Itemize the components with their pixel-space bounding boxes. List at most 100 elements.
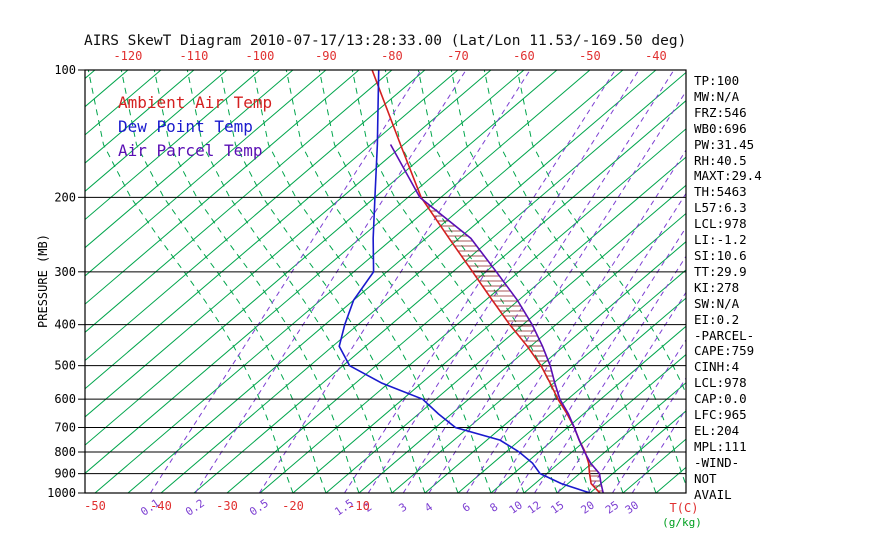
isotherm-line bbox=[160, 70, 657, 493]
pressure-tick-label: 1000 bbox=[47, 486, 76, 500]
isotherm-line bbox=[259, 128, 686, 493]
mixing-ratio-line bbox=[466, 149, 686, 493]
mixing-ratio-line bbox=[402, 70, 675, 493]
stat-line: TP:100 bbox=[694, 73, 740, 88]
stat-line: MPL:111 bbox=[694, 438, 747, 454]
top-temp-label: -60 bbox=[513, 49, 535, 63]
sounding-curves bbox=[338, 70, 604, 493]
moist-adiabat-line bbox=[252, 70, 459, 493]
series-ambient-air-temp bbox=[371, 70, 601, 493]
isotherm-line bbox=[490, 325, 686, 493]
stat-line: -PARCEL- bbox=[694, 327, 755, 343]
moist-adiabat-line bbox=[417, 70, 624, 493]
pressure-tick-label: 600 bbox=[54, 392, 76, 406]
isotherm-line bbox=[85, 70, 393, 333]
top-temp-label: -70 bbox=[447, 49, 469, 63]
top-temp-label: -90 bbox=[315, 49, 337, 63]
mixing-ratio-line bbox=[344, 70, 616, 493]
mixing-ratio-line bbox=[587, 338, 686, 493]
mixing-ratio-line bbox=[631, 408, 686, 493]
moist-adiabat-line bbox=[450, 70, 657, 493]
bottom-temp-label: -50 bbox=[84, 499, 106, 513]
bottom-temp-label: -40 bbox=[150, 499, 172, 513]
mixing-ratio-line bbox=[367, 70, 640, 493]
mixing-ratio-line bbox=[258, 70, 531, 493]
mixing-ratio-label: 30 bbox=[623, 498, 641, 516]
pressure-tick-label: 300 bbox=[54, 265, 76, 279]
bottom-temp-label: -30 bbox=[216, 499, 238, 513]
moist-adiabat-line bbox=[318, 70, 525, 493]
stat-line: WB0:696 bbox=[694, 120, 747, 136]
mixing-ratio-label: 15 bbox=[548, 498, 566, 516]
moist-adiabat-line bbox=[153, 70, 360, 493]
pressure-tick-label: 500 bbox=[54, 359, 76, 373]
stats-panel: TP:100 MW:N/A FRZ:546 WB0:696 PW:31.45 RH:40.… bbox=[694, 73, 762, 502]
isotherm-line bbox=[85, 70, 558, 474]
isotherm-line bbox=[655, 466, 686, 493]
stat-line: LCL:978 bbox=[694, 216, 747, 232]
isotherm-line bbox=[424, 269, 686, 493]
stat-line: LFC:965 bbox=[694, 407, 747, 423]
top-temp-label: -80 bbox=[381, 49, 403, 63]
stat-line: TH:5463 bbox=[694, 184, 747, 200]
legend-item: Dew Point Temp bbox=[118, 117, 253, 136]
isotherm-line bbox=[523, 353, 686, 493]
pressure-tick-label: 200 bbox=[54, 190, 76, 204]
isotherm-line bbox=[85, 70, 195, 164]
top-temp-label: -50 bbox=[579, 49, 601, 63]
stat-line: L57:6.3 bbox=[694, 200, 747, 216]
legend-item: Air Parcel Temp bbox=[118, 141, 263, 160]
isotherm-line bbox=[85, 70, 360, 305]
isotherm-line bbox=[85, 70, 492, 418]
moist-adiabat-line bbox=[351, 70, 558, 493]
mixing-ratio-line bbox=[493, 192, 686, 493]
mixing-ratio-line bbox=[534, 255, 686, 493]
stat-line: KI:278 bbox=[694, 279, 740, 295]
moist-adiabat-line bbox=[186, 70, 393, 493]
mixing-ratio-label: 6 bbox=[460, 500, 473, 514]
stat-line: TT:29.9 bbox=[694, 263, 747, 279]
mixing-ratio-label: 4 bbox=[422, 500, 435, 515]
axis-labels: PRESSURE (MB) T(C) (g/kg) 0.1 0.2 0.5 1.5 2 3… bbox=[36, 49, 702, 529]
isotherm-line bbox=[292, 156, 686, 493]
series-air-parcel-temp bbox=[389, 144, 604, 493]
stat-line: NOT bbox=[694, 470, 717, 486]
plot-border bbox=[84, 69, 687, 494]
top-temp-label: -110 bbox=[179, 49, 208, 63]
stat-line: FRZ:546 bbox=[694, 104, 747, 120]
pressure-axis-title: PRESSURE (MB) bbox=[36, 234, 50, 328]
stat-line: CAPE:759 bbox=[694, 343, 755, 359]
isotherm-line bbox=[193, 71, 686, 493]
stat-line: LCL:978 bbox=[694, 375, 747, 391]
bottom-temp-label: -10 bbox=[348, 499, 370, 513]
pressure-tick-label: 400 bbox=[54, 318, 76, 332]
mixing-ratio-line bbox=[150, 70, 422, 493]
mixing-ratio-label: 10 bbox=[507, 498, 525, 516]
mixing-ratio-label: 3 bbox=[396, 500, 409, 514]
stat-line: AVAIL bbox=[694, 486, 732, 502]
pressure-tick-label: 800 bbox=[54, 445, 76, 459]
moist-adiabat-line bbox=[285, 70, 492, 493]
stat-line: EL:204 bbox=[694, 422, 740, 438]
stat-line: -WIND- bbox=[694, 454, 740, 470]
isotherm-line bbox=[325, 184, 686, 493]
series-dew-point-temp bbox=[338, 70, 591, 493]
isotherm-line bbox=[85, 70, 294, 249]
moist-adiabat-line bbox=[120, 70, 327, 493]
isotherm-line bbox=[127, 70, 624, 493]
chart-title: AIRS SkewT Diagram 2010-07-17/13:28:33.0… bbox=[84, 33, 687, 49]
stat-line: SI:10.6 bbox=[694, 247, 747, 263]
cape-hatch-area bbox=[427, 205, 603, 492]
top-temp-label: -120 bbox=[113, 49, 142, 63]
moist-adiabat-line bbox=[384, 70, 591, 493]
mixing-ratio-line bbox=[612, 377, 686, 493]
mixing-ratio-label: 20 bbox=[579, 498, 597, 516]
isotherm-line bbox=[85, 70, 261, 221]
isotherm-line bbox=[85, 70, 426, 362]
mixing-ratio-line bbox=[194, 70, 467, 493]
mixing-ratio-label: 0.2 bbox=[183, 497, 207, 519]
pressure-tick-label: 100 bbox=[54, 63, 76, 77]
stat-line: MAXT:29.4 bbox=[694, 168, 762, 184]
isotherm-line bbox=[358, 212, 686, 493]
